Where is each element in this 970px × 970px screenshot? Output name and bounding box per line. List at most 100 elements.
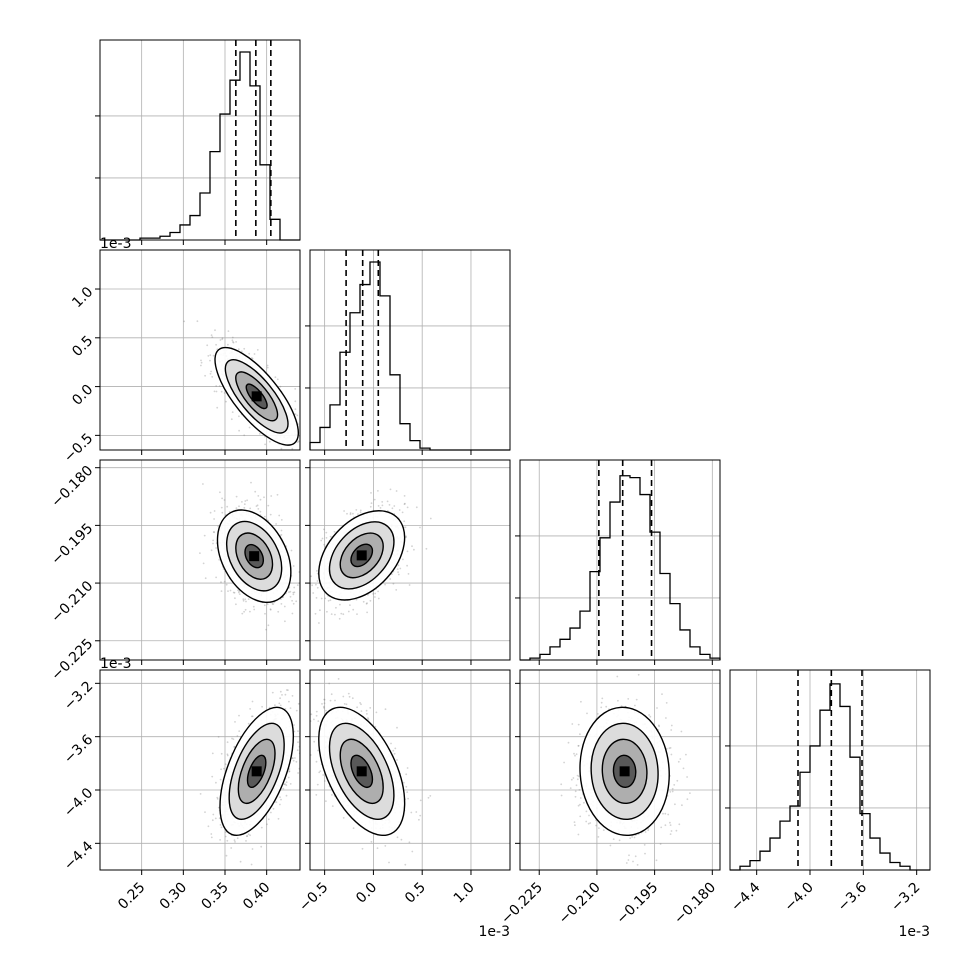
scatter-point: [355, 509, 358, 511]
scatter-point: [316, 570, 318, 572]
scatter-point: [231, 339, 234, 342]
scatter-point: [210, 833, 213, 835]
scatter-point: [214, 329, 216, 332]
scatter-point: [319, 770, 322, 772]
scatter-point: [329, 599, 332, 602]
scatter-point: [215, 576, 218, 579]
scatter-point: [278, 702, 281, 705]
scatter-point: [648, 714, 650, 716]
scatter-point: [377, 505, 380, 507]
scatter-point: [242, 883, 244, 885]
scatter-point: [406, 506, 409, 509]
scatter-point: [234, 721, 236, 723]
scatter-point: [242, 599, 245, 602]
scatter-point: [200, 364, 202, 367]
scatter-point: [263, 604, 266, 607]
scatter-point: [586, 712, 588, 715]
scatter-point: [425, 547, 428, 550]
scatter-point: [233, 839, 236, 842]
scatter-point: [255, 505, 258, 507]
scatter-point: [211, 336, 214, 338]
scatter-point: [411, 850, 414, 853]
scatter-point: [284, 620, 286, 623]
scatter-point: [292, 565, 295, 567]
scatter-point: [217, 736, 220, 738]
scatter-point: [356, 613, 358, 615]
panel-frame: [729, 669, 931, 871]
scatter-point: [236, 837, 239, 840]
scatter-point: [238, 590, 241, 593]
scatter-point: [404, 526, 407, 529]
scatter-point: [334, 699, 336, 702]
scatter-point: [295, 709, 298, 712]
scatter-point: [366, 713, 368, 715]
scatter-point: [238, 714, 240, 717]
scatter-point: [322, 774, 325, 776]
scatter-point: [287, 689, 289, 691]
scatter-point: [370, 502, 373, 505]
scatter-point: [335, 606, 337, 609]
scatter-point: [207, 825, 210, 828]
scatter-point: [292, 757, 294, 760]
scatter-point: [369, 707, 372, 709]
scatter-point: [270, 495, 273, 497]
scatter-point: [285, 781, 288, 784]
scatter-point: [290, 549, 293, 552]
scatter-point: [669, 824, 672, 826]
scatter-point: [226, 505, 229, 508]
scatter-point: [367, 718, 370, 720]
scatter-point: [389, 875, 391, 877]
scatter-point: [287, 455, 289, 457]
scatter-point: [315, 583, 317, 586]
scatter-point: [215, 547, 218, 549]
scatter-point: [328, 682, 331, 685]
scatter-point: [266, 823, 268, 826]
scatter-point: [296, 414, 299, 417]
scatter-point: [427, 796, 430, 799]
scatter-point: [294, 400, 297, 403]
scatter-point: [275, 523, 277, 525]
scatter-point: [574, 790, 577, 793]
panel-frame: [99, 669, 301, 871]
scatter-point: [248, 426, 251, 429]
scatter-point: [304, 442, 306, 444]
scatter-point: [377, 490, 379, 492]
scatter-point: [294, 408, 297, 411]
scatter-point: [359, 511, 362, 514]
scatter-point: [419, 799, 422, 802]
scatter-point: [402, 558, 404, 561]
scatter-point: [213, 531, 216, 534]
scatter-point: [372, 593, 374, 595]
scatter-point: [211, 376, 214, 378]
scatter-point: [369, 599, 372, 602]
scatter-point: [367, 717, 369, 719]
scatter-point: [574, 754, 576, 757]
scatter-point: [366, 611, 368, 614]
scatter-point: [574, 824, 576, 827]
scatter-point: [230, 847, 233, 849]
scatter-point: [348, 695, 351, 698]
scatter-point: [406, 564, 408, 567]
scatter-point: [278, 514, 281, 517]
scatter-point: [303, 734, 305, 736]
panel-frame: [309, 249, 511, 451]
scatter-point: [360, 703, 362, 706]
scatter-point: [218, 385, 221, 387]
scatter-point: [223, 580, 226, 583]
scatter-point: [429, 517, 432, 520]
scatter-point: [250, 357, 253, 359]
scatter-point: [578, 775, 580, 778]
scatter-point: [249, 708, 252, 710]
scatter-point: [300, 621, 302, 623]
scatter-point: [204, 577, 207, 580]
scatter-point: [403, 495, 406, 497]
scatter-point: [275, 801, 278, 804]
scatter-panel-1-0: [95, 249, 306, 457]
scatter-point: [302, 424, 304, 426]
scatter-point: [365, 709, 368, 712]
scatter-point: [297, 730, 299, 732]
scatter-point: [381, 501, 384, 503]
scatter-point: [359, 702, 361, 704]
scatter-point: [323, 698, 326, 701]
scatter-panel-3-0: [95, 669, 305, 885]
